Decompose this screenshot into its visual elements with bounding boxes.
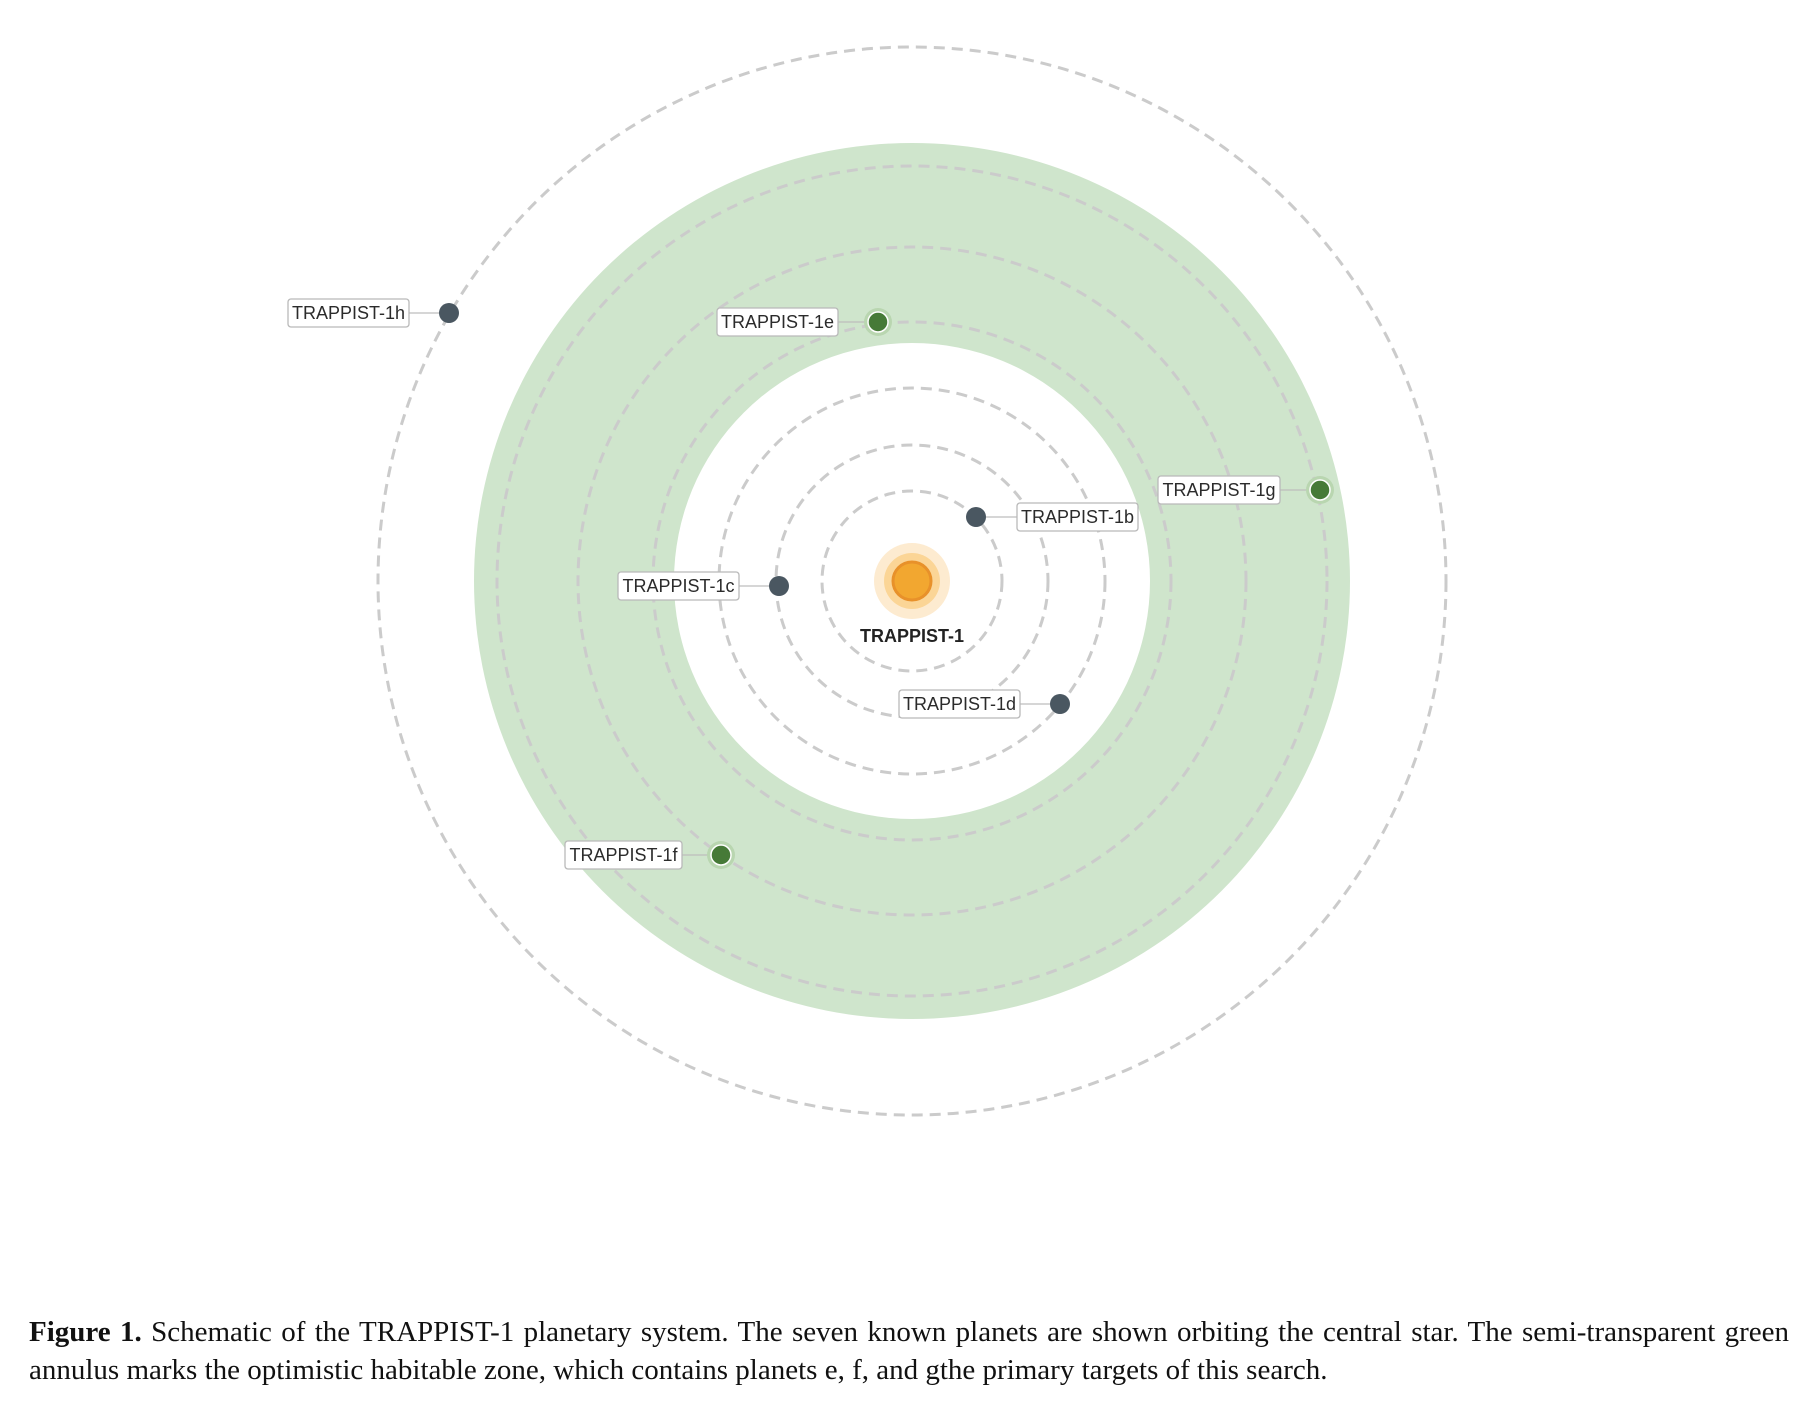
- planet-e-label: TRAPPIST-1e: [721, 312, 834, 332]
- planet-h-label-box: [287, 298, 410, 328]
- planet-b: TRAPPIST-1b: [966, 502, 1139, 532]
- planet-c-dot: [769, 576, 789, 596]
- orbit-h: [376, 45, 1448, 1117]
- planet-d-label: TRAPPIST-1d: [903, 694, 1016, 714]
- planet-d-label-box: [898, 689, 1021, 719]
- trappist-system-diagram: TRAPPIST-1 TRAPPIST-1b TRAPPIST-1c TRAPP…: [287, 45, 1448, 1117]
- planet-g-dot: [1309, 479, 1331, 501]
- orbit-b: [820, 489, 1004, 673]
- planet-f-dot: [710, 844, 732, 866]
- planet-e-dot: [867, 311, 889, 333]
- planet-f-label-box: [564, 840, 683, 870]
- figure-label: Figure 1.: [29, 1316, 142, 1348]
- orbit-d: [717, 386, 1107, 776]
- planet-f: TRAPPIST-1f: [564, 840, 735, 870]
- habitable-zone-annulus: [474, 143, 1350, 1019]
- star-body: [891, 560, 933, 602]
- orbit-paths: [376, 45, 1448, 1117]
- planet-e: TRAPPIST-1e: [716, 307, 892, 337]
- planet-d-dot: [1050, 694, 1070, 714]
- planet-e-label-box: [716, 307, 839, 337]
- planet-b-label-box: [1016, 502, 1139, 532]
- planet-h-label: TRAPPIST-1h: [292, 303, 405, 323]
- figure-caption: Figure 1. Schematic of the TRAPPIST-1 pl…: [29, 1313, 1789, 1389]
- planet-b-dot: [966, 507, 986, 527]
- planet-c-label: TRAPPIST-1c: [622, 576, 734, 596]
- orbit-f: [576, 245, 1248, 917]
- planet-c: TRAPPIST-1c: [617, 571, 789, 601]
- planet-g: TRAPPIST-1g: [1157, 475, 1334, 505]
- central-star: TRAPPIST-1: [860, 543, 964, 646]
- planet-h: TRAPPIST-1h: [287, 298, 459, 328]
- planet-d: TRAPPIST-1d: [898, 689, 1070, 719]
- planet-c-label-box: [617, 571, 740, 601]
- planets: TRAPPIST-1b TRAPPIST-1c TRAPPIST-1d TRAP…: [287, 298, 1334, 870]
- orbit-g: [495, 164, 1329, 998]
- planet-g-label: TRAPPIST-1g: [1162, 480, 1275, 500]
- orbit-c: [774, 443, 1050, 719]
- caption-text: Schematic of the TRAPPIST-1 planetary sy…: [29, 1316, 1790, 1386]
- planet-b-label: TRAPPIST-1b: [1021, 507, 1134, 527]
- planet-g-label-box: [1157, 475, 1281, 505]
- planet-h-dot: [439, 303, 459, 323]
- planet-f-label: TRAPPIST-1f: [569, 845, 678, 865]
- star-label: TRAPPIST-1: [860, 626, 964, 646]
